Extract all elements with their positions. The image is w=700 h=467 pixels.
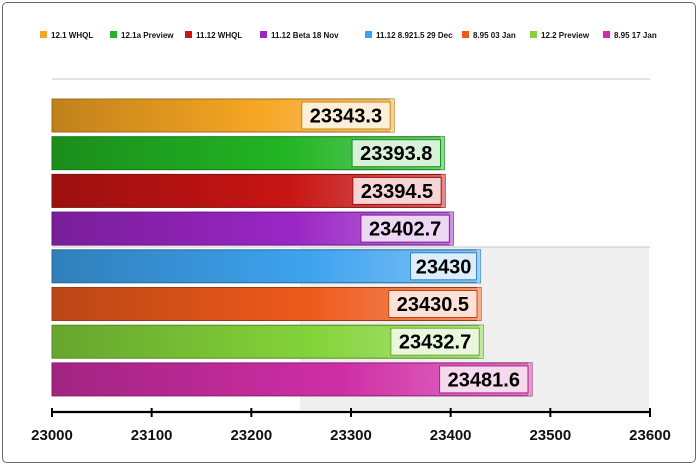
x-tick-label: 23200 (230, 427, 272, 444)
x-tick-label: 23100 (131, 427, 173, 444)
legend-label: 11.12 Beta 18 Nov (271, 31, 339, 40)
data-label-box (388, 290, 478, 318)
x-tick-label: 23300 (330, 427, 372, 444)
legend-label: 12.2 Preview (541, 31, 590, 40)
legend-label: 12.1 WHQL (51, 31, 93, 40)
data-label-box (410, 252, 478, 281)
x-axis: 23000 23100 23200 23300 23400 23500 23600 (31, 408, 671, 444)
legend-label: 11.12 WHQL (196, 31, 242, 40)
bar (51, 249, 482, 284)
data-label: 23432.7 (399, 332, 471, 354)
bar-end (477, 287, 482, 321)
data-label: 23394.5 (361, 181, 433, 203)
legend-swatch (185, 31, 192, 38)
data-label: 23393.8 (360, 143, 432, 165)
bars: 23343.3 23393.8 23394.5 23402.7 23430 23430.5… (51, 98, 533, 397)
x-tick-label: 23000 (31, 427, 73, 444)
data-label: 23430.5 (397, 294, 469, 316)
data-label: 23402.7 (369, 219, 441, 241)
legend: 12.1 WHQL 12.1a Preview 11.12 WHQL 11.12 Be… (40, 31, 657, 40)
data-label-box (351, 139, 441, 168)
legend-swatch (462, 31, 469, 38)
legend-swatch (260, 31, 267, 38)
bar-end (449, 212, 454, 246)
legend-swatch (365, 31, 372, 38)
data-label-box (439, 365, 529, 394)
data-label-box (352, 176, 442, 205)
data-label-box (360, 214, 450, 243)
bar-end (527, 362, 532, 396)
legend-label: 11.12 8.921.5 29 Dec (376, 31, 453, 40)
bar-end (476, 249, 481, 283)
legend-swatch (603, 31, 610, 38)
legend-swatch (530, 31, 537, 38)
legend-label: 8.95 17 Jan (614, 31, 657, 40)
bar-end (479, 325, 484, 359)
data-label: 23343.3 (310, 106, 382, 128)
legend-swatch (40, 31, 47, 38)
legend-label: 12.1a Preview (121, 31, 174, 40)
data-label-box (390, 327, 480, 356)
bar-end (441, 174, 446, 208)
legend-label: 8.95 03 Jan (473, 31, 516, 40)
x-tick-label: 23400 (430, 427, 472, 444)
x-tick-label: 23600 (629, 427, 671, 444)
data-label: 23430 (416, 256, 472, 278)
data-label-box (301, 101, 391, 130)
bar-end (440, 136, 445, 170)
data-label: 23481.6 (448, 369, 520, 391)
x-tick-label: 23500 (529, 427, 571, 444)
bar-end (390, 99, 395, 132)
legend-swatch (110, 31, 117, 38)
